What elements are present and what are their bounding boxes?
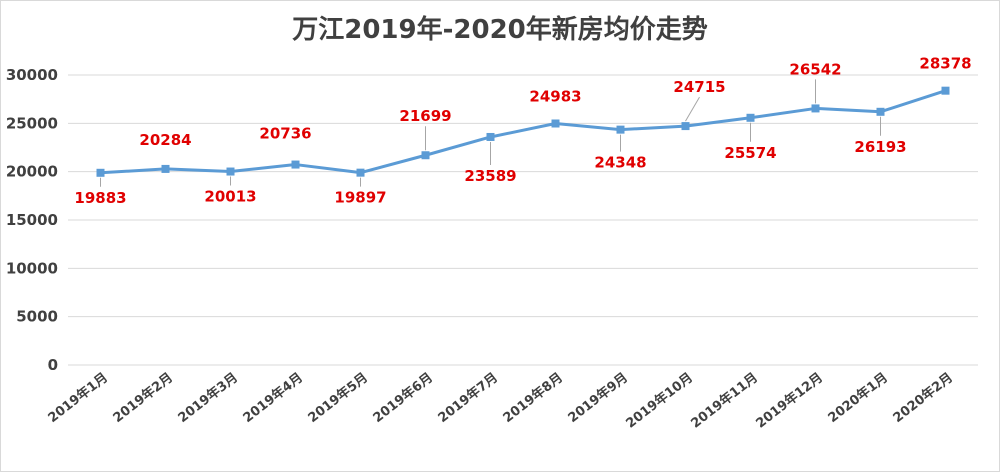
- data-label: 21699: [399, 107, 451, 125]
- x-tick-label: 2019年5月: [305, 370, 371, 426]
- x-tick-label: 2019年1月: [45, 370, 111, 426]
- x-tick-label: 2019年12月: [753, 370, 826, 432]
- gridlines: [68, 74, 978, 366]
- x-tick-label: 2019年3月: [175, 370, 241, 426]
- x-tick-label: 2020年2月: [890, 370, 956, 426]
- data-label: 19897: [334, 189, 386, 207]
- series-layer: [96, 86, 950, 177]
- label-leader: [685, 96, 700, 122]
- x-tick-label: 2019年6月: [370, 370, 436, 426]
- data-label: 25574: [724, 144, 776, 162]
- data-label: 23589: [464, 167, 516, 185]
- y-axis-ticks: 0 5000 10000 15000 20000 25000 30000: [6, 66, 58, 374]
- data-label: 24348: [594, 154, 646, 172]
- data-label: 19883: [74, 189, 126, 207]
- data-point: [941, 86, 950, 95]
- x-axis-ticks: 2019年1月 2019年2月 2019年3月 2019年4月 2019年5月 2019年…: [45, 370, 956, 432]
- data-point: [876, 107, 885, 116]
- chart-title: 万江2019年-2020年新房均价走势: [292, 14, 708, 45]
- x-tick-label: 2019年9月: [565, 370, 631, 426]
- data-point: [291, 160, 300, 169]
- y-tick-label: 25000: [6, 114, 58, 132]
- data-point: [486, 132, 495, 141]
- data-point: [356, 168, 365, 177]
- data-label: 20736: [259, 125, 311, 143]
- x-tick-label: 2019年4月: [240, 370, 306, 426]
- data-point: [681, 122, 690, 131]
- data-point: [161, 164, 170, 173]
- data-label: 24715: [673, 78, 725, 96]
- data-label: 20284: [139, 131, 191, 149]
- data-point: [96, 168, 105, 177]
- data-label: 28378: [919, 55, 971, 73]
- data-point: [746, 113, 755, 122]
- x-tick-label: 2019年10月: [623, 370, 696, 432]
- y-tick-label: 5000: [16, 308, 58, 326]
- series-line: [100, 89, 946, 175]
- data-point: [616, 125, 625, 134]
- y-tick-label: 30000: [6, 66, 58, 84]
- y-tick-label: 0: [48, 356, 58, 374]
- data-labels: 19883 20284 20013 20736 19897 21699 23589 24983…: [74, 55, 971, 207]
- data-point: [421, 151, 430, 160]
- y-tick-label: 10000: [6, 259, 58, 277]
- data-label: 26542: [789, 60, 841, 78]
- x-tick-label: 2019年7月: [435, 370, 501, 426]
- data-label: 20013: [204, 188, 256, 206]
- y-tick-label: 15000: [6, 211, 58, 229]
- data-label: 26193: [854, 138, 906, 156]
- y-tick-label: 20000: [6, 163, 58, 181]
- x-tick-label: 2019年2月: [110, 370, 176, 426]
- data-point: [226, 167, 235, 176]
- data-label: 24983: [529, 87, 581, 105]
- x-tick-label: 2019年11月: [688, 370, 761, 432]
- data-point: [551, 119, 560, 128]
- data-point: [811, 104, 820, 113]
- x-tick-label: 2020年1月: [825, 370, 891, 426]
- x-tick-label: 2019年8月: [500, 370, 566, 426]
